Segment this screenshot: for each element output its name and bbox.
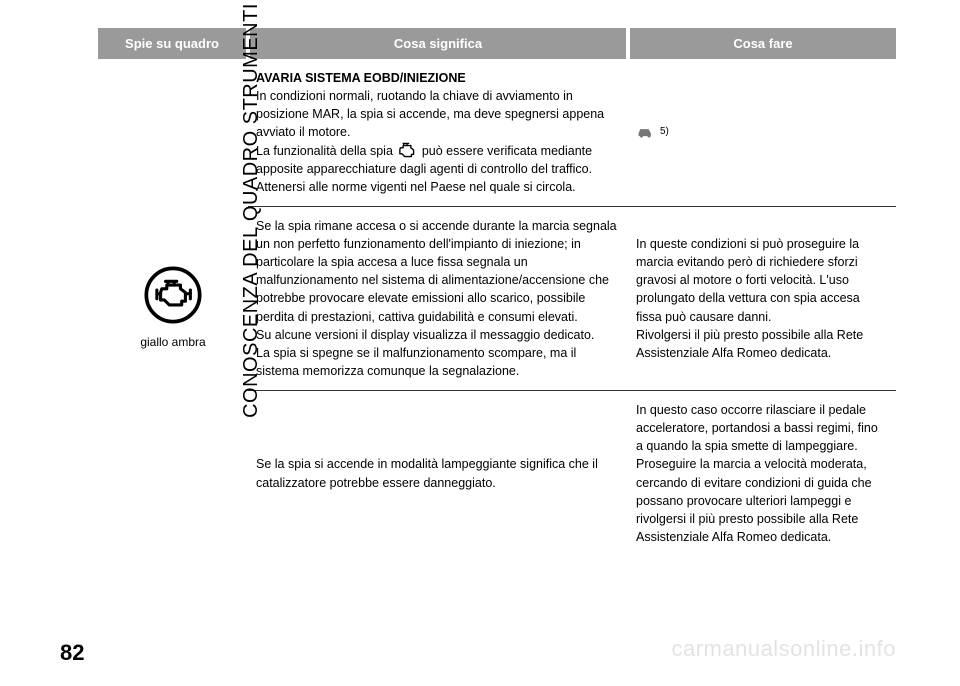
note-ref: 5) <box>660 125 669 140</box>
car-note-icon <box>636 125 654 139</box>
cell-action: 5) <box>628 59 896 206</box>
page: CONOSCENZA DEL QUADRO STRUMENTI Spie su … <box>0 0 960 686</box>
cell-meaning: Se la spia si accende in modalità lampeg… <box>248 391 628 557</box>
watermark: carmanualsonline.info <box>671 636 896 662</box>
header-fare: Cosa fare <box>628 28 896 59</box>
cell-action: In questo caso occorre rilasciare il ped… <box>628 391 896 557</box>
cell-action: In queste condizioni si può proseguire l… <box>628 206 896 390</box>
section-sidebar: CONOSCENZA DEL QUADRO STRUMENTI <box>44 20 459 400</box>
section-title: CONOSCENZA DEL QUADRO STRUMENTI <box>240 3 263 418</box>
page-number: 82 <box>60 640 84 666</box>
